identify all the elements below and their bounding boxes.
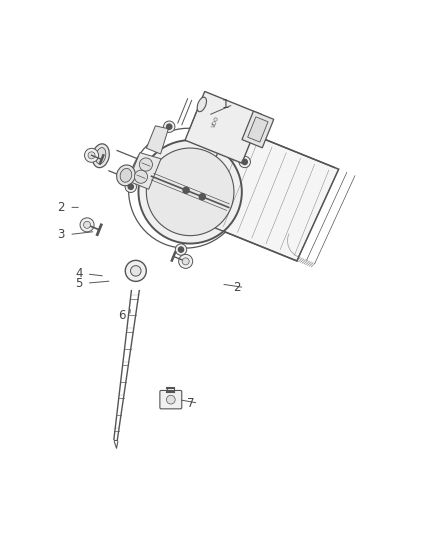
Ellipse shape	[92, 144, 110, 168]
Polygon shape	[242, 111, 274, 148]
Polygon shape	[185, 92, 261, 163]
Circle shape	[139, 158, 152, 171]
Text: 1: 1	[222, 98, 230, 111]
Circle shape	[134, 170, 148, 183]
Circle shape	[166, 124, 172, 130]
Ellipse shape	[117, 165, 135, 186]
Ellipse shape	[96, 148, 106, 164]
Circle shape	[84, 221, 91, 228]
FancyBboxPatch shape	[160, 391, 182, 409]
Circle shape	[125, 181, 137, 192]
Circle shape	[183, 187, 189, 193]
Ellipse shape	[138, 140, 242, 244]
Circle shape	[242, 159, 247, 165]
Circle shape	[163, 121, 175, 132]
Polygon shape	[191, 125, 339, 261]
Circle shape	[131, 265, 141, 276]
Text: 7: 7	[187, 397, 194, 410]
Polygon shape	[247, 117, 268, 142]
Text: 5: 5	[75, 277, 82, 289]
Circle shape	[175, 244, 187, 255]
Circle shape	[200, 196, 204, 199]
Circle shape	[88, 152, 95, 159]
Ellipse shape	[120, 168, 132, 182]
Polygon shape	[146, 126, 168, 154]
Circle shape	[166, 395, 175, 404]
Circle shape	[125, 260, 146, 281]
Circle shape	[199, 193, 205, 200]
Ellipse shape	[197, 97, 206, 112]
Ellipse shape	[146, 148, 234, 236]
Circle shape	[239, 156, 251, 168]
Circle shape	[80, 218, 94, 232]
Text: 2: 2	[233, 281, 240, 294]
Text: 4: 4	[75, 268, 83, 280]
Text: 2: 2	[57, 201, 65, 214]
Circle shape	[85, 148, 99, 163]
Polygon shape	[128, 152, 161, 189]
Text: 6: 6	[118, 310, 126, 322]
Circle shape	[128, 184, 134, 189]
Text: 3: 3	[58, 228, 65, 241]
Circle shape	[179, 254, 193, 269]
Circle shape	[182, 258, 189, 265]
Circle shape	[178, 247, 184, 252]
Text: VDO: VDO	[212, 115, 221, 128]
